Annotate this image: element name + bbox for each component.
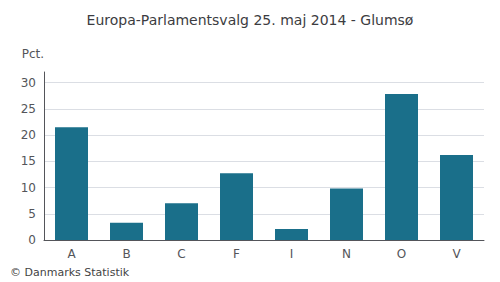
svg-text:C: C	[177, 247, 185, 261]
svg-text:N: N	[342, 247, 351, 261]
svg-text:© Danmarks Statistik: © Danmarks Statistik	[10, 266, 130, 279]
svg-text:0: 0	[28, 233, 36, 247]
svg-text:30: 30	[21, 76, 36, 90]
svg-text:15: 15	[21, 154, 36, 168]
svg-text:O: O	[397, 247, 406, 261]
svg-text:B: B	[122, 247, 130, 261]
svg-text:10: 10	[21, 181, 36, 195]
svg-text:20: 20	[21, 128, 36, 142]
svg-text:Europa-Parlamentsvalg 25. maj: Europa-Parlamentsvalg 25. maj 2014 - Glu…	[87, 12, 414, 28]
svg-text:A: A	[67, 247, 76, 261]
svg-text:I: I	[290, 247, 294, 261]
svg-text:25: 25	[21, 102, 36, 116]
svg-text:F: F	[233, 247, 240, 261]
svg-text:5: 5	[28, 207, 36, 221]
svg-text:Pct.: Pct.	[22, 47, 44, 61]
svg-text:V: V	[452, 247, 461, 261]
